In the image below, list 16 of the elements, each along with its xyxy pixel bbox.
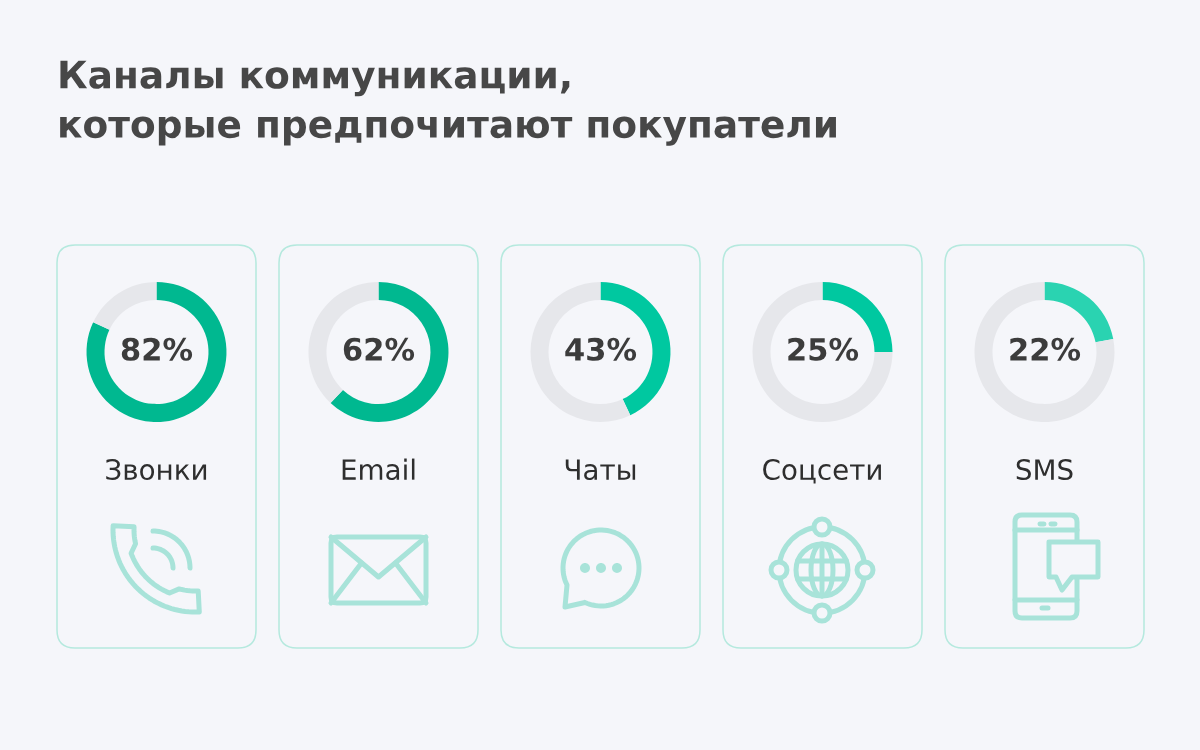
donut-slice — [752, 282, 893, 422]
donut-slice — [330, 282, 449, 422]
text: SMS — [1016, 459, 1073, 481]
text: Каналы коммуникации, которые предпочитают покупатели — [60, 60, 836, 146]
data-label: 43% — [565, 337, 637, 361]
data-label: 62% — [343, 337, 415, 361]
text: Соцсети — [763, 459, 881, 484]
donut-slice — [86, 282, 227, 422]
data-label: 82% — [121, 337, 193, 361]
text: Чаты — [565, 459, 636, 481]
donut-slice — [974, 282, 1115, 422]
data-label: 25% — [788, 337, 859, 361]
donut-slice — [93, 282, 157, 330]
data-label: 22% — [1010, 337, 1081, 361]
text: Звонки — [106, 459, 207, 481]
text: Email — [342, 458, 415, 481]
